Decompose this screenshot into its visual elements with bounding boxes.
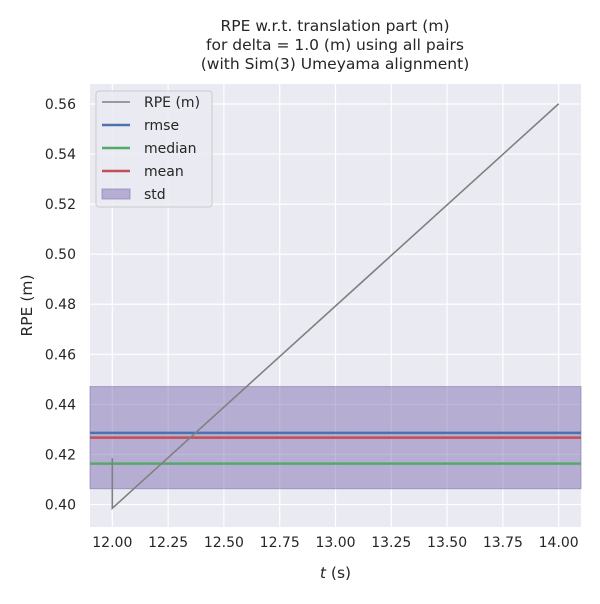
x-tick-labels: 12.00 12.25 12.50 12.75 13.00 13.25 13.50 13.75… [92,535,578,551]
title-line-3: (with Sim(3) Umeyama alignment) [201,55,470,73]
x-axis-label: t (s) [320,564,351,582]
title-line-2: for delta = 1.0 (m) using all pairs [206,36,464,54]
y-tick-label: 0.54 [45,147,76,163]
title-line-1: RPE w.r.t. translation part (m) [220,17,449,35]
x-axis-label-unit: (s) [326,564,351,582]
y-tick-label: 0.42 [45,447,76,463]
legend-label: std [144,187,166,203]
x-tick-label: 13.25 [371,535,411,551]
y-tick-label: 0.40 [45,497,76,513]
y-axis-label: RPE (m) [18,274,36,336]
x-tick-label: 12.00 [92,535,132,551]
legend-label: RPE (m) [144,95,200,111]
legend-swatch [101,188,131,200]
legend: RPE (m) rmse median mean std [95,90,213,208]
legend-label: mean [144,164,184,180]
x-tick-label: 13.50 [427,535,467,551]
y-tick-labels: 0.40 0.42 0.44 0.46 0.48 0.50 0.52 0.54 0.56 [45,97,76,513]
rpe-series-line [111,103,560,511]
x-axis-label-italic: t [320,564,327,582]
legend-label: median [144,141,196,157]
legend-label: rmse [144,118,179,134]
stat-lines [90,431,581,465]
x-tick-label: 12.50 [204,535,244,551]
x-tick-label: 12.25 [148,535,188,551]
y-tick-label: 0.50 [45,247,76,263]
chart-title: RPE w.r.t. translation part (m)for delta… [201,17,470,73]
legend-box [95,90,213,208]
series-group [111,103,560,511]
y-tick-label: 0.44 [45,397,76,413]
y-tick-label: 0.52 [45,197,76,213]
x-tick-label: 12.75 [260,535,300,551]
y-tick-label: 0.48 [45,297,76,313]
x-tick-label: 13.75 [483,535,523,551]
x-tick-label: 13.00 [315,535,355,551]
y-tick-label: 0.56 [45,97,76,113]
y-tick-label: 0.46 [45,347,76,363]
x-tick-label: 14.00 [539,535,579,551]
